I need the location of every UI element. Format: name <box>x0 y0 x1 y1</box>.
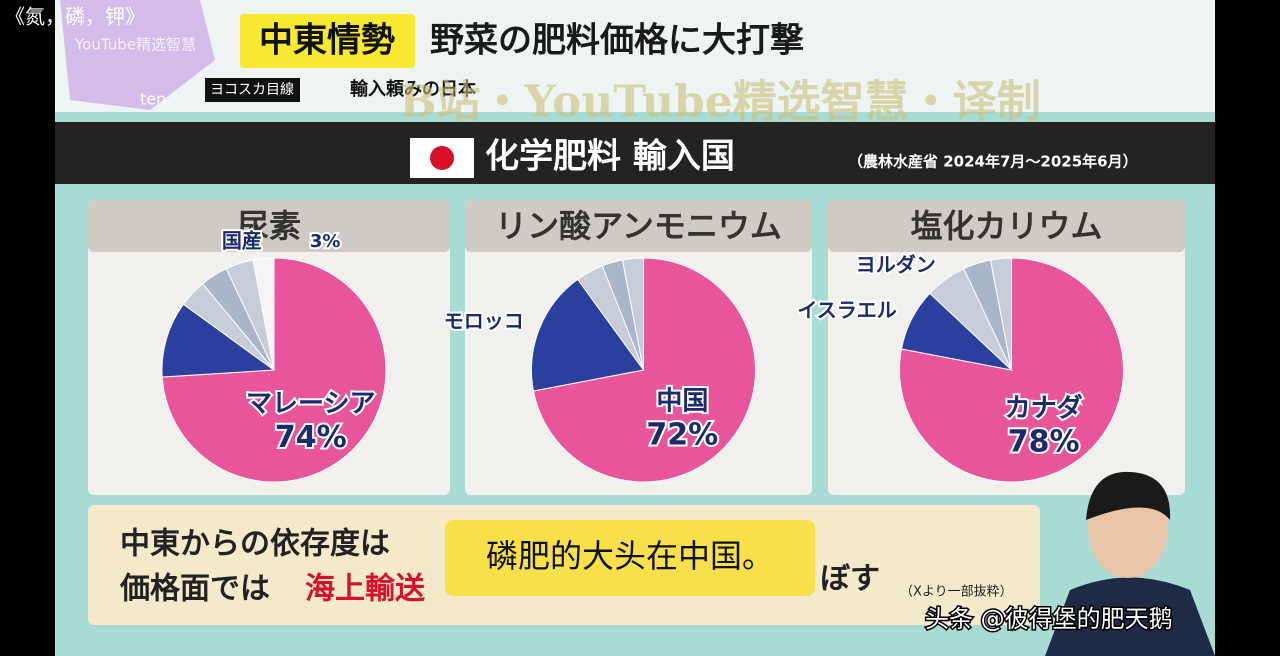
segment-box <box>205 78 300 102</box>
slice-label: マレーシア <box>246 389 375 419</box>
watermark: B站・YouTube精选智慧・译制 <box>399 77 1041 128</box>
credit: 头条 @彼得堡的肥天鹅 <box>925 605 1173 633</box>
tag-box <box>240 14 415 68</box>
pie-slice <box>531 278 645 392</box>
presenter-suit <box>1045 577 1215 656</box>
subtitle: 磷肥的大头在中国。 <box>486 537 774 575</box>
section-band <box>55 122 1215 184</box>
value-label: 72% <box>646 418 718 453</box>
pie-slice <box>621 257 644 371</box>
panel-header <box>828 200 1185 252</box>
pie-slice <box>161 303 276 378</box>
corner-text: 《氮，磷，钾》 <box>5 5 145 29</box>
logo: ten. <box>140 90 171 109</box>
segment: ヨコスカ目線 <box>210 82 294 98</box>
pie-slice <box>252 257 275 371</box>
subhead: 輸入頼みの日本 <box>350 78 476 100</box>
section-title: 化学肥料 輸入国 <box>485 137 735 177</box>
pie-slice <box>989 257 1012 371</box>
value-label: 74% <box>275 420 347 455</box>
note-line2b: 海上輸送 <box>305 572 425 607</box>
logo-shape <box>60 0 215 110</box>
slice-label: 中国 <box>656 387 708 417</box>
note-line2c: ぼす <box>820 562 880 597</box>
pie-slice <box>532 257 756 483</box>
slice-label: カナダ <box>1005 392 1083 423</box>
flag-japan-disc <box>430 146 454 170</box>
section-source: （農林水産省 2024年7月～2025年6月） <box>848 153 1138 171</box>
chart-title: 塩化カリウム <box>910 207 1102 245</box>
panel-header <box>465 200 812 252</box>
chart-title: 尿素 <box>237 207 301 245</box>
tag: 中東情勢 <box>259 21 395 61</box>
slice-label: モロッコ <box>444 309 524 333</box>
note-line1: 中東からの依存度は <box>120 527 390 562</box>
value-label: 78% <box>1008 424 1080 459</box>
headline: 野菜の肥料価格に大打撃 <box>430 21 804 61</box>
value-label: 3% <box>310 231 341 252</box>
slice-label: ヨルダン <box>856 252 936 276</box>
panel-header <box>88 200 450 252</box>
presenter-hair <box>1086 471 1171 520</box>
subtitle-box <box>445 520 815 596</box>
slice-label: イスラエル <box>797 298 896 322</box>
slice-label: 国産 <box>222 228 262 252</box>
channel: YouTube精选智慧 <box>74 36 196 54</box>
note-line2a: 価格面では <box>119 572 270 607</box>
chart-title: リン酸アンモニウム <box>495 207 782 245</box>
note-source: （Xより一部抜粋） <box>900 584 1013 600</box>
